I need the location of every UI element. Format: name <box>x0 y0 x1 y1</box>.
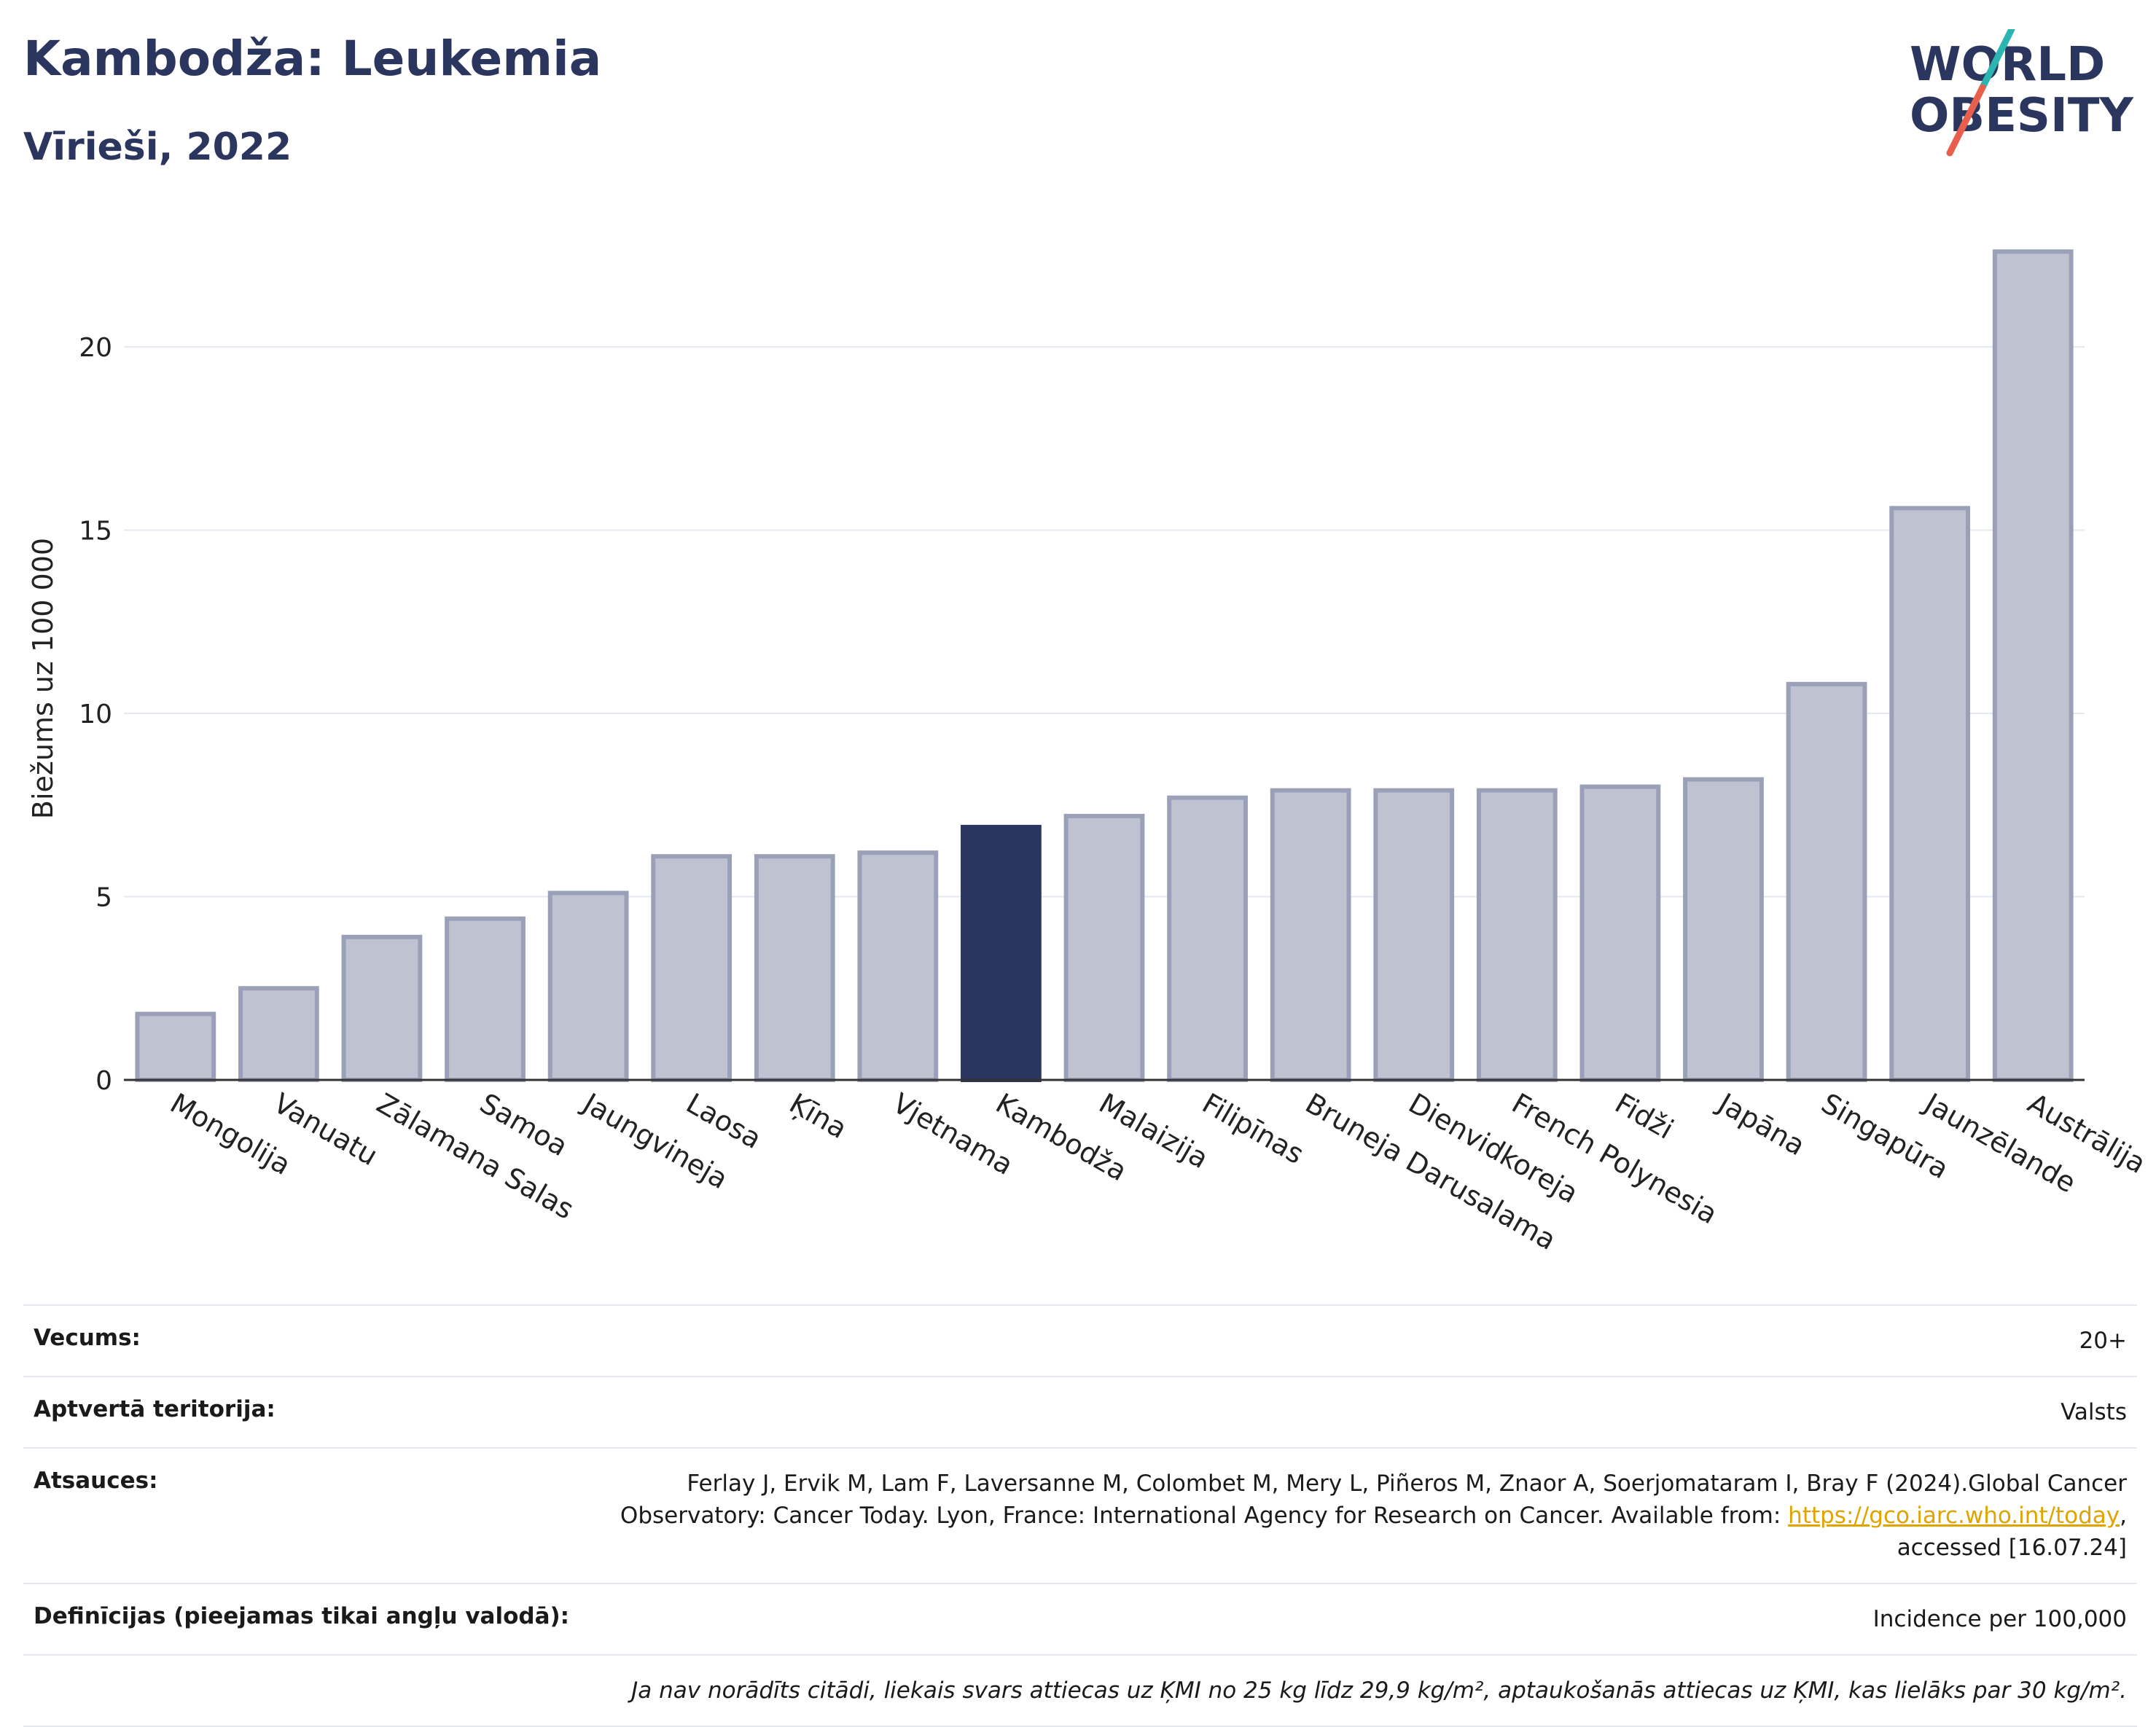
bar-13 <box>1476 788 1558 1082</box>
bar-10 <box>1167 795 1248 1082</box>
references-tail: , accessed [16.07.24] <box>1897 1503 2127 1561</box>
references-text: Ferlay J, Ervik M, Lam F, Laversanne M, … <box>620 1471 2127 1529</box>
info-row-references: Atsauces: Ferlay J, Ervik M, Lam F, Lave… <box>23 1447 2137 1583</box>
bar-12 <box>1373 788 1455 1082</box>
references-link[interactable]: https://gco.iarc.who.int/today <box>1788 1503 2120 1529</box>
info-table: Vecums: 20+ Aptvertā teritorija: Valsts … <box>23 1304 2137 1727</box>
definitions-value: Incidence per 100,000 <box>1872 1606 2127 1632</box>
age-label: Vecums: <box>34 1325 141 1351</box>
info-row-note: Ja nav norādīts citādi, liekais svars at… <box>23 1654 2137 1727</box>
chart-subtitle: Vīrieši, 2022 <box>23 125 292 169</box>
world-obesity-logo: WORLD OBESITY <box>1910 29 2133 157</box>
bar-5 <box>651 854 733 1082</box>
info-row-age: Vecums: 20+ <box>23 1304 2137 1376</box>
territory-value: Valsts <box>2061 1399 2127 1425</box>
bar-18 <box>1992 249 2074 1083</box>
y-axis-label: Biežums uz 100 000 <box>27 538 59 819</box>
obesity-note: Ja nav norādīts citādi, liekais svars at… <box>631 1677 2127 1704</box>
bar-0 <box>135 1011 216 1083</box>
bar-9 <box>1063 813 1145 1083</box>
bar-3 <box>445 916 526 1083</box>
logo-line2: OBESITY <box>1910 89 2133 143</box>
y-tick-label: 5 <box>95 883 112 913</box>
bar-4 <box>547 890 629 1082</box>
y-tick-label: 15 <box>79 517 112 547</box>
y-tick-label: 20 <box>79 333 112 363</box>
x-tick-label: Ķīna <box>784 1087 853 1146</box>
references-label: Atsauces: <box>34 1468 158 1494</box>
info-row-definitions: Definīcijas (pieejamas tikai angļu valod… <box>23 1583 2137 1654</box>
logo-line1: WORLD <box>1910 38 2105 92</box>
bar-17 <box>1889 506 1971 1082</box>
y-tick-label: 0 <box>95 1066 112 1096</box>
chart-title: Kambodža: Leukemia <box>23 31 602 87</box>
logo-slash-teal <box>1979 29 2015 91</box>
x-tick-label: Filipīnas <box>1197 1087 1309 1170</box>
age-value: 20+ <box>2079 1328 2127 1354</box>
bar-7 <box>857 850 939 1082</box>
bar-14 <box>1579 784 1661 1082</box>
logo-slash-red <box>1946 84 1986 157</box>
bar-2 <box>341 934 423 1083</box>
x-tick-label: Fidži <box>1609 1087 1679 1146</box>
y-axis-ticks: 0 5 10 15 20 <box>79 333 112 1096</box>
bar-11 <box>1270 788 1351 1082</box>
bars <box>135 249 2074 1083</box>
bar-1 <box>238 986 319 1083</box>
info-row-territory: Aptvertā teritorija: Valsts <box>23 1376 2137 1447</box>
definitions-label: Definīcijas (pieejamas tikai angļu valod… <box>34 1603 570 1629</box>
y-tick-label: 10 <box>79 700 112 729</box>
bar-8 <box>961 824 1042 1083</box>
territory-label: Aptvertā teritorija: <box>34 1396 276 1422</box>
bar-6 <box>754 854 835 1082</box>
references-value: Ferlay J, Ervik M, Lam F, Laversanne M, … <box>560 1468 2127 1564</box>
bar-15 <box>1683 777 1764 1082</box>
x-tick-label: Japāna <box>1711 1086 1811 1162</box>
bar-16 <box>1786 681 1867 1082</box>
